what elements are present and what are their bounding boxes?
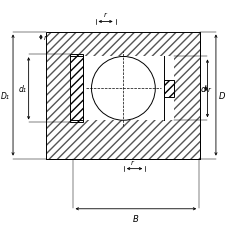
Bar [173, 57, 199, 121]
Text: B: B [132, 214, 138, 223]
Text: r: r [207, 86, 210, 92]
Bar [70, 55, 82, 123]
Text: r: r [104, 12, 106, 18]
Circle shape [91, 57, 155, 121]
Bar [46, 32, 199, 57]
Bar [164, 81, 173, 97]
Bar [46, 121, 199, 159]
Text: D₁: D₁ [1, 91, 10, 100]
Text: r: r [130, 159, 133, 165]
Bar [46, 57, 82, 121]
Text: D: D [218, 91, 225, 100]
Bar [46, 32, 199, 159]
Text: r: r [43, 35, 46, 41]
Bar [46, 32, 199, 159]
Text: d₁: d₁ [19, 85, 27, 93]
Text: d: d [199, 85, 205, 93]
